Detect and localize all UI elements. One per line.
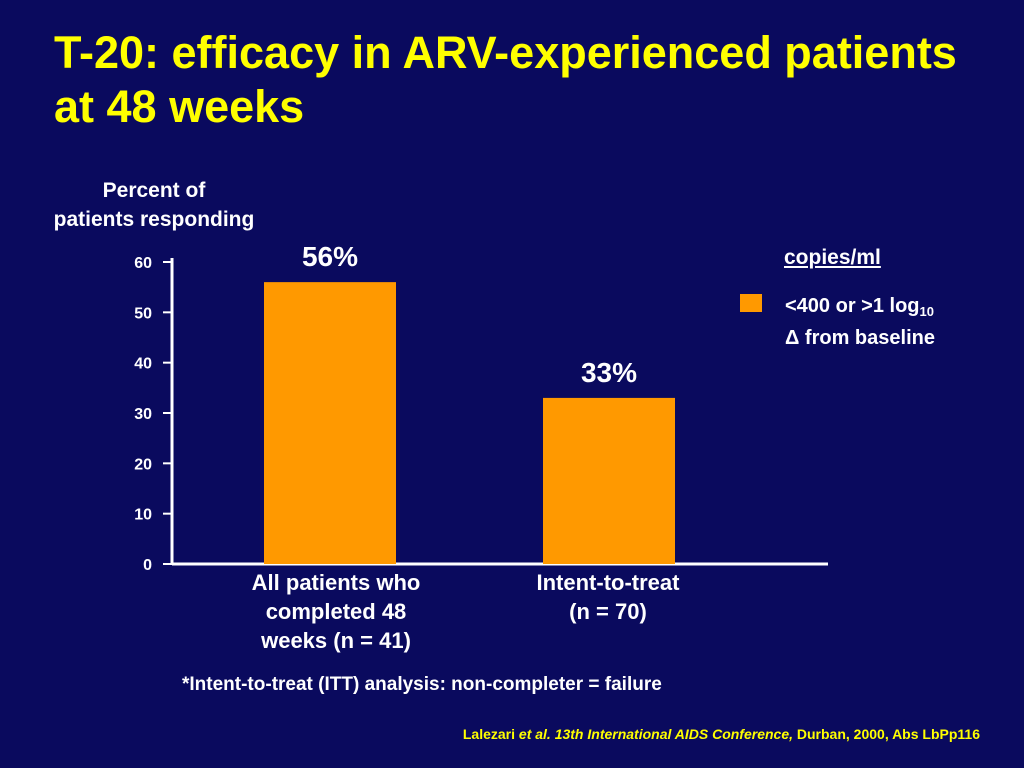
legend-entry-line-2: Δ from baseline	[785, 327, 935, 349]
y-axis-label-line-2: patients responding	[53, 208, 255, 231]
x-category-line: weeks (n = 41)	[261, 628, 411, 653]
slide-title: T-20: efficacy in ARV-experienced patien…	[54, 27, 957, 132]
legend-title: copies/ml	[784, 246, 881, 269]
legend-entry: <400 or >1 log10 Δ from baseline	[785, 293, 985, 351]
y-tick-label: 40	[134, 356, 152, 373]
y-tick-label: 10	[134, 507, 152, 524]
bar-data-label: 56%	[302, 241, 358, 272]
x-category-line: Intent-to-treat	[536, 570, 680, 595]
bar	[264, 282, 396, 564]
legend-swatch	[740, 294, 762, 312]
legend-entry-subscript: 10	[919, 304, 934, 319]
bar	[543, 397, 675, 564]
footnote: *Intent-to-treat (ITT) analysis: non-com…	[182, 674, 662, 695]
legend-entry-line-1: <400 or >1 log10	[785, 293, 985, 325]
x-category-line: All patients who	[251, 570, 421, 595]
y-tick-label: 30	[134, 406, 152, 423]
citation: Lalezari et al. 13th International AIDS …	[463, 726, 980, 742]
x-category-line: (n = 70)	[569, 599, 647, 624]
y-tick-label: 20	[134, 456, 152, 473]
legend-entry-text: <400 or >1 log	[785, 295, 920, 317]
x-category-label-completers: All patients who completed 48 weeks (n =…	[216, 568, 456, 655]
y-axis-label: Percent of patients responding	[20, 176, 288, 234]
bar-data-label: 33%	[581, 357, 637, 388]
x-category-line: completed 48	[265, 599, 407, 624]
y-axis-label-line-1: Percent of	[102, 179, 206, 202]
y-tick-label: 60	[134, 255, 152, 272]
citation-conference: et al. 13th International AIDS Conferenc…	[518, 726, 793, 742]
y-tick-label: 0	[143, 557, 152, 574]
citation-details: Durban, 2000, Abs LbPp116	[796, 726, 980, 742]
citation-author: Lalezari	[462, 726, 516, 742]
y-tick-label: 50	[134, 305, 152, 322]
x-category-label-itt: Intent-to-treat (n = 70)	[488, 568, 728, 626]
